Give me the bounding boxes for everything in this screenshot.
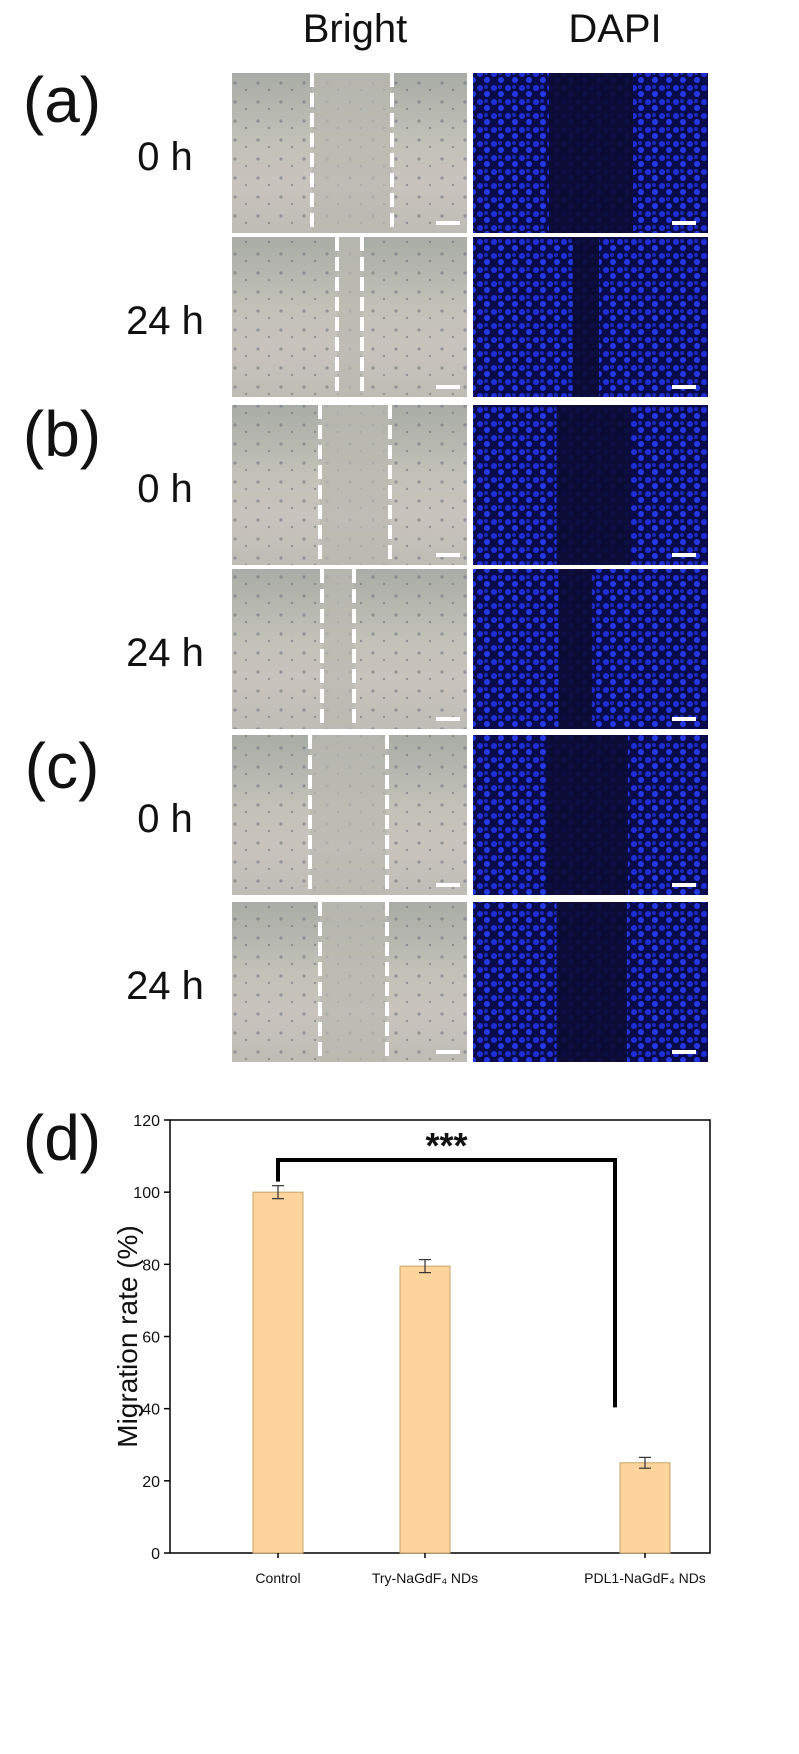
dapi-gap [547,735,628,895]
scratch-gap [337,237,362,397]
y-tick-label: 20 [142,1474,160,1491]
y-tick-label: 80 [142,1257,160,1274]
panel-label: (a) [23,64,101,136]
scale-bar [436,385,460,389]
time-label: 0 h [137,467,193,511]
micrograph-panels: (a) 0 h 24 h (b) 0 h 24 h (c) 0 h 24 h [23,64,708,1062]
scale-bar [436,717,460,721]
time-label: 24 h [126,299,204,343]
y-tick-label: 100 [133,1185,160,1202]
panel-label: (b) [23,398,101,470]
scale-bar [672,717,696,721]
scale-bar [436,1050,460,1054]
significance-bracket [276,1158,617,1408]
column-header: Bright [303,7,408,51]
panel-label: (d) [23,1102,101,1174]
scratch-gap [320,902,387,1062]
panel-label: (c) [25,730,100,802]
x-tick-label: Try-NaGdF₄ NDs [372,1570,478,1586]
dapi-gap [556,902,627,1062]
y-axis-label: Migration rate (%) [112,1225,143,1448]
scale-bar [436,221,460,225]
dapi-gap [556,405,631,565]
y-tick-label: 60 [142,1330,160,1347]
time-label: 0 h [137,135,193,179]
bar [252,1191,304,1554]
x-tick-label: PDL1-NaGdF₄ NDs [584,1570,706,1586]
time-label: 0 h [137,797,193,841]
dapi-gap [549,73,633,233]
scale-bar [672,883,696,887]
scratch-gap [322,569,354,729]
scale-bar [672,385,696,389]
scratch-gap [320,405,390,565]
significance-label: *** [425,1125,467,1166]
scale-bar [436,883,460,887]
y-tick-label: 120 [133,1113,160,1130]
bar-chart: (d) 0 20 40 60 80 100 120 Migration rate (%) Cont… [23,1102,711,1586]
scale-bar [672,553,696,557]
scratch-gap [312,73,392,233]
dapi-gap [558,569,593,729]
column-header: DAPI [568,7,661,51]
y-tick-label: 40 [142,1402,160,1419]
scale-bar [436,553,460,557]
dapi-gap [572,237,599,397]
x-tick-label: Control [255,1570,300,1586]
time-label: 24 h [126,631,204,675]
y-tick-label: 0 [151,1546,160,1563]
time-label: 24 h [126,964,204,1008]
scale-bar [672,1050,696,1054]
scale-bar [672,221,696,225]
bar [399,1265,451,1554]
scratch-gap [310,735,387,895]
bar [619,1462,671,1554]
